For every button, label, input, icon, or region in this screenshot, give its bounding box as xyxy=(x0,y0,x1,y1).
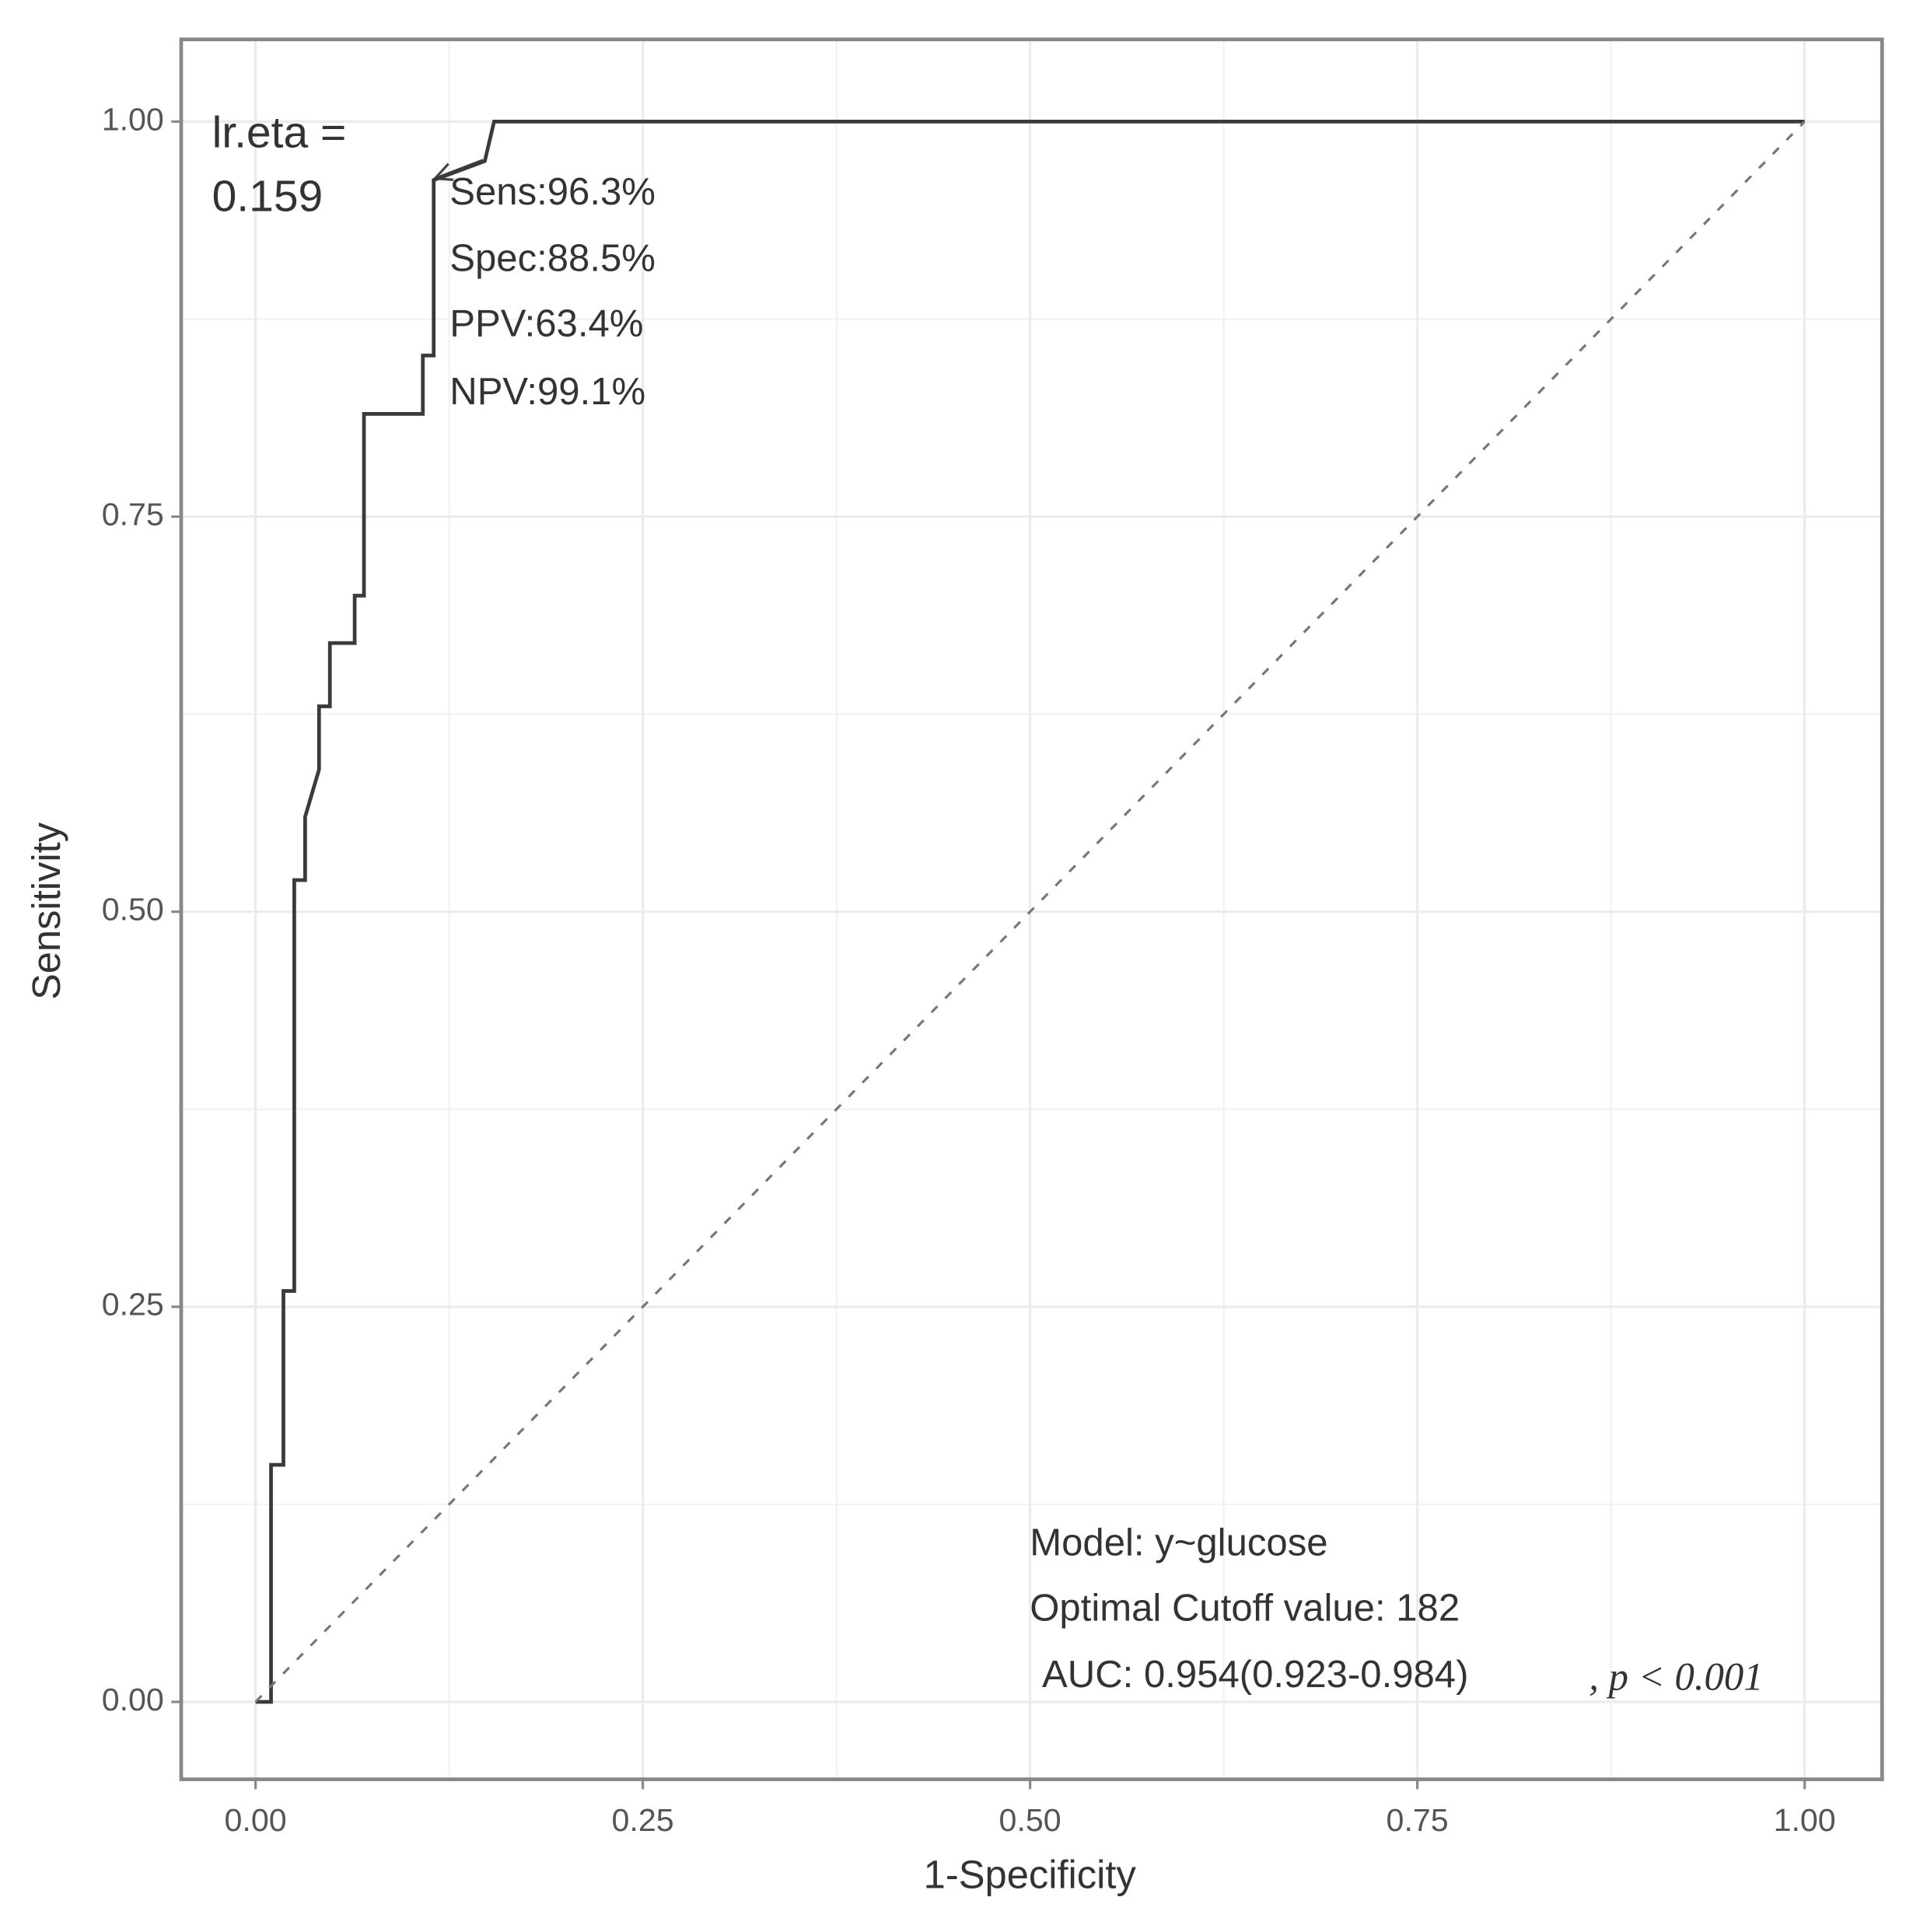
annotation: Model: y~glucose xyxy=(1030,1522,1327,1564)
x-tick-label: 0.25 xyxy=(612,1802,674,1838)
roc-curve xyxy=(255,120,1805,1704)
x-axis-label: 1-Specificity xyxy=(924,1853,1137,1897)
annotation: NPV:99.1% xyxy=(449,371,645,413)
annotation: 0.159 xyxy=(212,172,323,222)
x-tick-label: 0.50 xyxy=(999,1802,1061,1838)
y-tick-label: 0.75 xyxy=(102,496,164,532)
y-tick-label: 0.00 xyxy=(102,1682,164,1717)
y-axis-label: Sensitivity xyxy=(24,822,68,1000)
reference-line xyxy=(254,121,1806,1703)
y-tick-label: 0.50 xyxy=(102,892,164,928)
panel-border xyxy=(179,37,1884,1781)
annotation: lr.eta = xyxy=(212,107,347,157)
annotation: PPV:63.4% xyxy=(449,303,643,345)
x-tick-label: 0.00 xyxy=(225,1802,287,1838)
annotation: Sens:96.3% xyxy=(449,171,656,213)
x-tick-label: 0.75 xyxy=(1387,1802,1449,1838)
annotation: AUC: 0.954(0.923-0.984) xyxy=(1042,1654,1468,1696)
y-tick-label: 0.25 xyxy=(102,1287,164,1322)
x-tick-label: 1.00 xyxy=(1774,1802,1836,1838)
annotation: , p < 0.001 xyxy=(1589,1655,1763,1699)
y-tick-label: 1.00 xyxy=(102,101,164,137)
annotation: Optimal Cutoff value: 182 xyxy=(1030,1588,1460,1630)
annotation: Spec:88.5% xyxy=(449,238,656,280)
